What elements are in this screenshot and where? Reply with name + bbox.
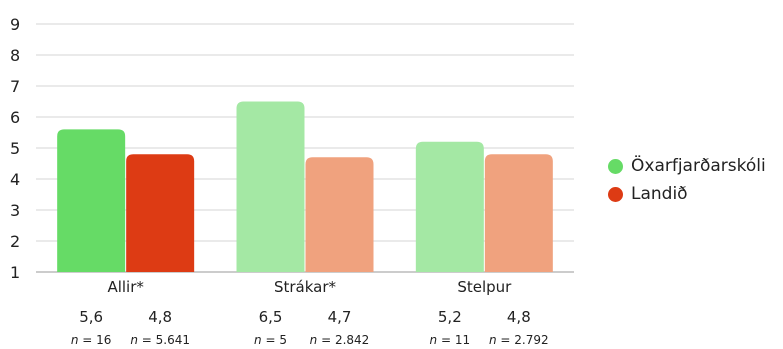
bars	[57, 101, 553, 272]
value-label-2-0: 5,2	[438, 308, 462, 326]
bar-1-0	[236, 101, 305, 272]
legend-item-series-1: Landið	[608, 180, 766, 208]
value-label-0-1: 4,8	[148, 308, 172, 326]
y-tick-label: 3	[10, 201, 20, 220]
bar-0-1	[126, 154, 195, 272]
gridlines	[36, 23, 574, 273]
legend-label-series-1: Landið	[631, 184, 688, 204]
legend-swatch-series-0	[608, 158, 623, 174]
n-label-2-0: n = 11	[430, 333, 471, 347]
n-label-1-1: n = 2.842	[310, 333, 370, 347]
n-label-2-1: n = 2.792	[489, 333, 549, 347]
legend: Öxarfjarðarskóli Landið	[608, 152, 766, 208]
n-label-0-1: n = 5.641	[130, 333, 190, 347]
y-tick-label: 1	[10, 263, 20, 282]
n-label-0-0: n = 16	[71, 333, 112, 347]
category-label-2: Stelpur	[457, 278, 512, 296]
bar-labels: 5,6 n = 16 4,8 n = 5.641 Allir* 6,5 n = 5 4,7 n …	[71, 278, 549, 347]
legend-item-series-0: Öxarfjarðarskóli	[608, 152, 766, 180]
bar-chart: 1 2 3 4 5 6 7 8 9 5,6 n = 16 4,8 n = 5.641 Allir* 6,5…	[10, 15, 574, 347]
category-label-1: Strákar*	[274, 278, 337, 296]
y-tick-label: 2	[10, 232, 20, 251]
value-label-2-1: 4,8	[507, 308, 531, 326]
value-label-0-0: 5,6	[79, 308, 103, 326]
y-tick-label: 8	[10, 46, 20, 65]
y-tick-label: 7	[10, 77, 20, 96]
bar-1-1	[305, 157, 374, 272]
legend-swatch-series-1	[608, 186, 623, 202]
y-tick-label: 5	[10, 139, 20, 158]
y-tick-label: 4	[10, 170, 20, 189]
n-label-1-0: n = 5	[254, 333, 287, 347]
value-label-1-0: 6,5	[259, 308, 283, 326]
bar-2-0	[415, 141, 484, 272]
y-tick-label: 9	[10, 15, 20, 34]
category-label-0: Allir*	[107, 278, 144, 296]
bar-0-0	[57, 129, 126, 272]
y-axis-ticks: 1 2 3 4 5 6 7 8 9	[10, 15, 20, 282]
value-label-1-1: 4,7	[328, 308, 352, 326]
bar-2-1	[484, 154, 553, 272]
y-tick-label: 6	[10, 108, 20, 127]
legend-label-series-0: Öxarfjarðarskóli	[631, 156, 766, 176]
